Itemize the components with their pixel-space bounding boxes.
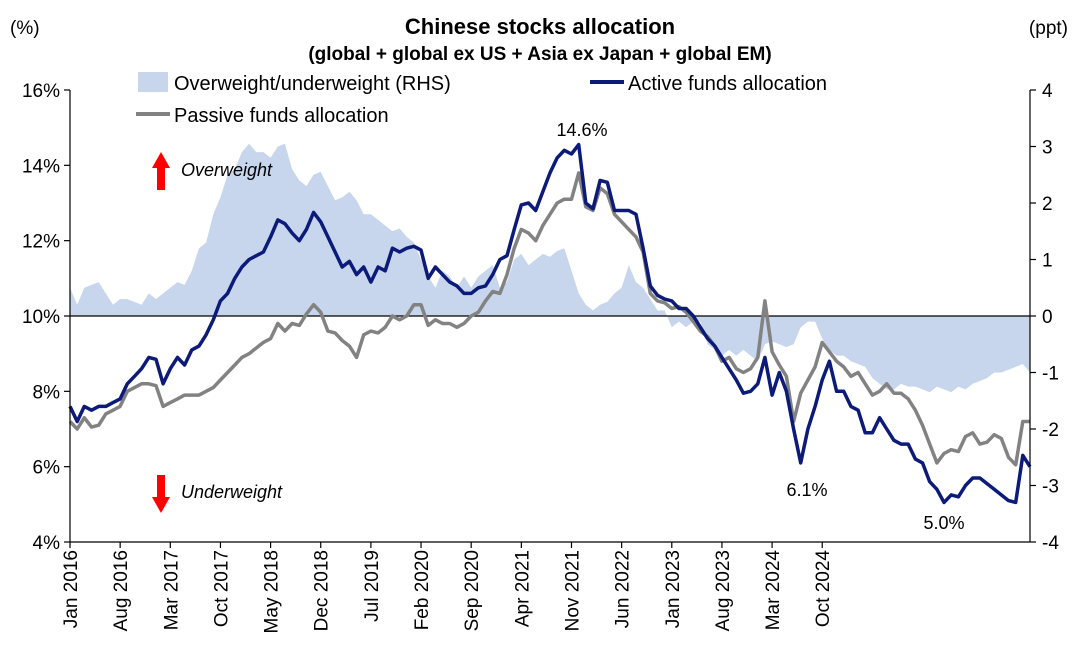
- left-tick-label: 12%: [22, 232, 60, 253]
- x-tick-label: Dec 2018: [312, 550, 333, 631]
- right-tick-label: 4: [1042, 81, 1053, 102]
- axis-layer: 4% 6% 8% 10% 12% 14% 16% -4 -3 -2 -1 0 1 2 3 4 Jan 2016 A…: [22, 81, 1059, 633]
- x-tick-label: Jul 2019: [362, 550, 383, 622]
- passive-funds-line: [68, 171, 1030, 467]
- right-tick-label: -2: [1042, 420, 1059, 441]
- underweight-arrow-icon: [152, 475, 170, 513]
- legend-swatch-area: [138, 72, 168, 92]
- overweight-label: Overweight: [181, 160, 273, 180]
- line-layer: [68, 142, 1032, 505]
- low-2024-label: 5.0%: [923, 513, 964, 533]
- right-tick-label: 3: [1042, 138, 1053, 159]
- chart-title: Chinese stocks allocation: [405, 14, 675, 39]
- active-funds-line: [68, 142, 1032, 505]
- x-tick-label: Oct 2017: [211, 550, 232, 627]
- left-tick-label: 10%: [22, 307, 60, 328]
- right-tick-label: -4: [1042, 533, 1059, 554]
- x-tick-label: Sep 2020: [462, 550, 483, 631]
- left-tick-label: 14%: [22, 156, 60, 177]
- right-tick-label: 2: [1042, 194, 1053, 215]
- x-tick-label: Aug 2016: [111, 550, 132, 631]
- x-tick-label: Feb 2020: [412, 550, 433, 630]
- x-tick-label: Apr 2021: [512, 550, 533, 627]
- low-2022-label: 6.1%: [786, 480, 827, 500]
- right-axis-unit: (ppt): [1029, 18, 1068, 39]
- peak-label: 14.6%: [556, 120, 607, 140]
- legend-label-passive: Passive funds allocation: [174, 105, 389, 127]
- x-tick-label: Jan 2016: [61, 550, 82, 628]
- left-tick-label: 16%: [22, 81, 60, 102]
- left-axis-unit: (%): [10, 18, 40, 39]
- x-tick-label: Nov 2021: [562, 550, 583, 631]
- underweight-label: Underweight: [181, 482, 283, 502]
- x-tick-label: Mar 2024: [763, 550, 784, 631]
- x-tick-label: Jun 2022: [613, 550, 634, 628]
- x-tick-label: Aug 2023: [713, 550, 734, 631]
- legend-label-active: Active funds allocation: [628, 73, 827, 95]
- x-tick-label: Jan 2023: [663, 550, 684, 628]
- legend: Overweight/underweight (RHS) Active fund…: [136, 72, 827, 127]
- right-tick-label: -1: [1042, 364, 1059, 385]
- legend-label-area: Overweight/underweight (RHS): [174, 73, 451, 95]
- x-tick-label: May 2018: [262, 550, 283, 633]
- chart-subtitle: (global + global ex US + Asia ex Japan +…: [308, 44, 771, 65]
- x-tick-label: Oct 2024: [813, 550, 834, 628]
- x-tick-label: Mar 2017: [161, 550, 182, 630]
- right-tick-label: -3: [1042, 477, 1059, 498]
- left-tick-label: 4%: [33, 533, 61, 554]
- overweight-underweight-area: [70, 143, 1030, 393]
- left-tick-label: 6%: [33, 458, 61, 479]
- right-tick-label: 0: [1042, 307, 1053, 328]
- area-layer: [70, 143, 1030, 393]
- right-tick-label: 1: [1042, 251, 1053, 272]
- left-tick-label: 8%: [33, 382, 61, 403]
- overweight-arrow-icon: [152, 152, 170, 190]
